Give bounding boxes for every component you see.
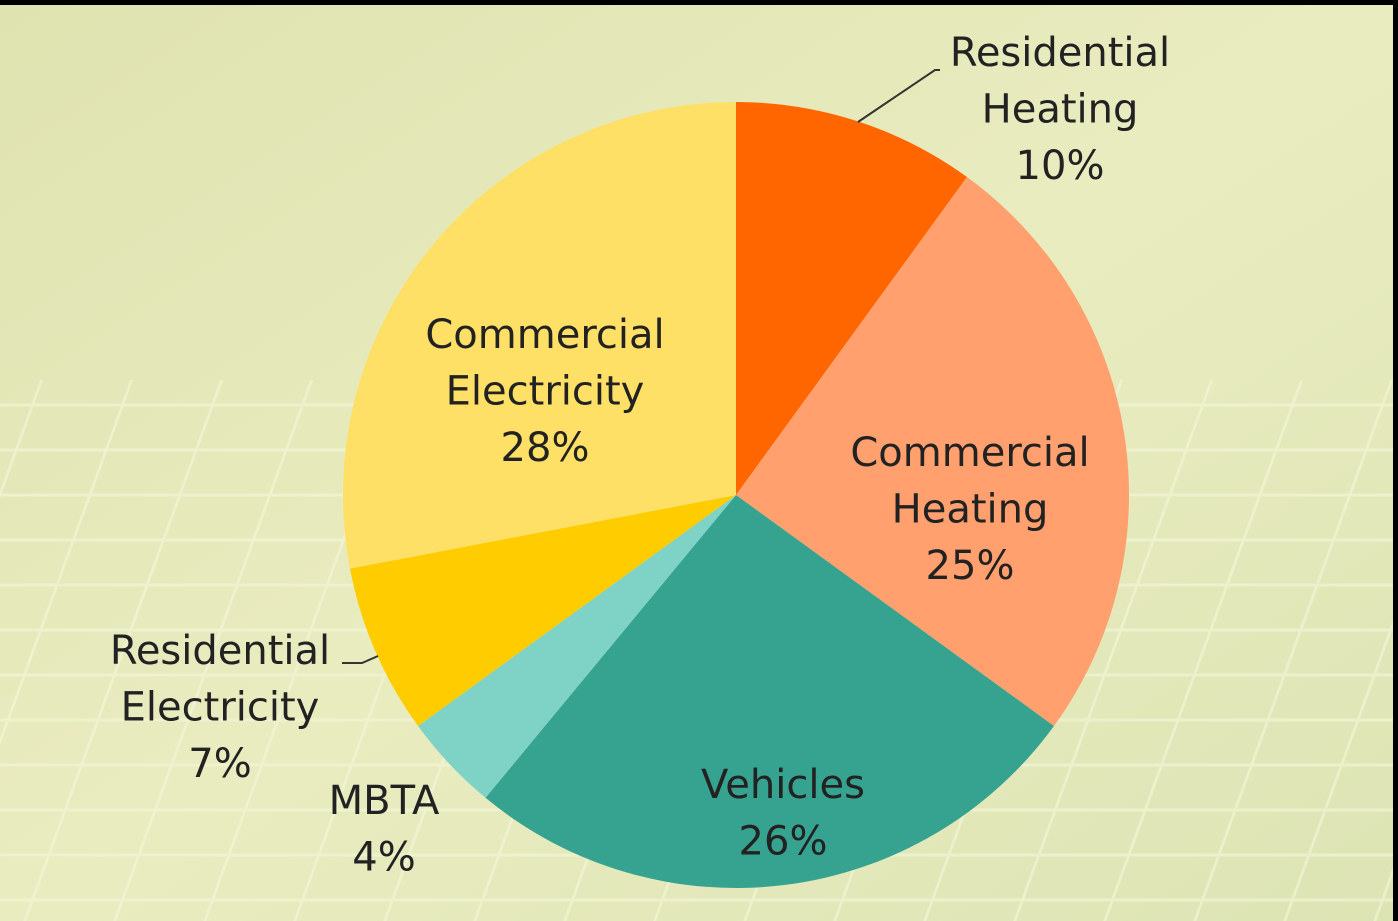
pie [342, 102, 1130, 889]
value-label: 4% [352, 835, 415, 881]
labels: Residential Heating 10% Commercial Heating 25… [110, 30, 1170, 881]
pie-slice [485, 495, 1054, 889]
pie-slice [349, 495, 736, 726]
category-label: Vehicles [701, 762, 865, 808]
category-label: Commercial Electricity [425, 312, 664, 415]
pie-slice [342, 102, 736, 569]
pie-slice [736, 177, 1130, 726]
value-label: 7% [188, 741, 251, 787]
value-label: 26% [739, 819, 828, 865]
category-label: Residential Heating [950, 30, 1170, 133]
value-label: 10% [1016, 143, 1105, 189]
pie-slice [736, 102, 967, 495]
category-label: Residential Electricity [110, 628, 330, 731]
leader-line [342, 655, 379, 664]
leader-line [857, 69, 940, 123]
category-label: MBTA [329, 778, 440, 824]
value-label: 28% [501, 425, 590, 471]
category-label: Commercial Heating [850, 430, 1089, 533]
pie-slice [418, 495, 736, 798]
value-label: 25% [926, 543, 1015, 589]
